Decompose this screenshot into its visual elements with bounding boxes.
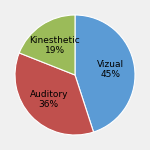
Wedge shape: [75, 15, 135, 132]
Text: Vizual
45%: Vizual 45%: [97, 60, 124, 79]
Wedge shape: [15, 53, 94, 135]
Wedge shape: [19, 15, 75, 75]
Text: Kinesthetic
19%: Kinesthetic 19%: [29, 36, 80, 55]
Text: Auditory
36%: Auditory 36%: [30, 90, 68, 109]
